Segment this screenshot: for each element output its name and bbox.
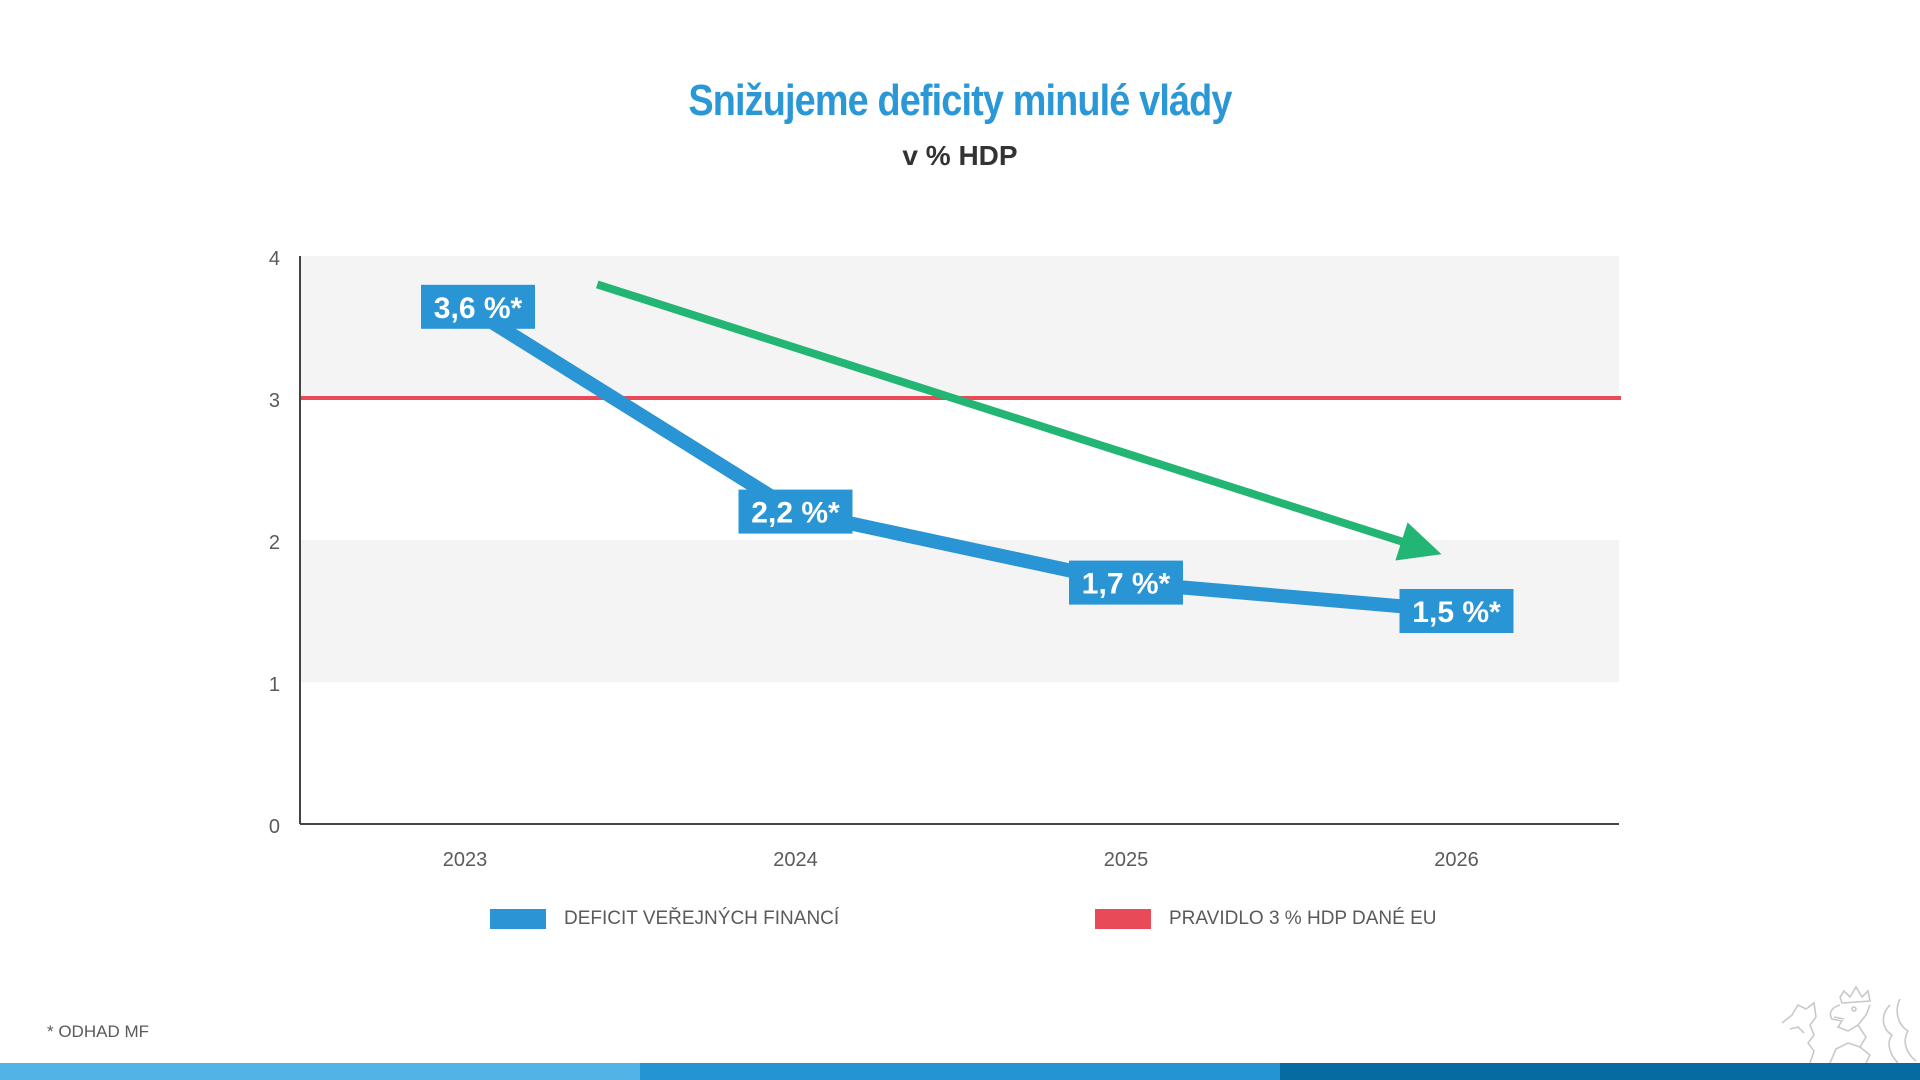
legend-label-eu-rule: PRAVIDLO 3 % HDP DANÉ EU — [1169, 908, 1437, 929]
trend-arrow-shaft — [595, 280, 1405, 546]
czech-lion-emblem-icon — [1781, 985, 1917, 1064]
x-tick-label: 2026 — [1434, 849, 1479, 871]
bottom-bar-mid — [640, 1063, 1280, 1080]
bottom-bar-dark — [1280, 1063, 1920, 1080]
y-tick-label: 3 — [269, 390, 280, 412]
deficit-line — [473, 306, 1458, 618]
y-tick-label: 0 — [269, 816, 280, 838]
data-label: 3,6 %* — [421, 284, 535, 329]
data-label-text: 3,6 %* — [434, 292, 523, 325]
data-label-text: 1,5 %* — [1412, 596, 1501, 629]
legend-swatch-deficit — [490, 909, 546, 929]
y-tick-label: 2 — [269, 532, 280, 554]
bottom-color-bar — [0, 1063, 1920, 1080]
legend-label-deficit: DEFICIT VEŘEJNÝCH FINANCÍ — [564, 908, 840, 929]
data-label-text: 1,7 %* — [1082, 568, 1171, 601]
x-tick-label: 2023 — [443, 849, 488, 871]
y-tick-label: 1 — [269, 674, 280, 696]
data-label: 1,7 %* — [1069, 560, 1183, 605]
legend-item-deficit: DEFICIT VEŘEJNÝCH FINANCÍ — [490, 908, 839, 930]
x-tick-label: 2025 — [1104, 849, 1149, 871]
data-label: 2,2 %* — [738, 489, 853, 534]
x-tick-label: 2024 — [773, 849, 818, 871]
data-label: 1,5 %* — [1399, 589, 1514, 633]
data-label-box — [1399, 589, 1514, 633]
data-label-box — [1069, 560, 1183, 605]
chart-subtitle: v % HDP — [902, 140, 1018, 171]
data-label-box — [421, 284, 535, 329]
y-tick-label: 4 — [269, 248, 280, 270]
bottom-bar-light — [0, 1063, 640, 1080]
footnote: * ODHAD MF — [47, 1022, 149, 1041]
legend-item-eu-rule: PRAVIDLO 3 % HDP DANÉ EU — [1095, 908, 1436, 930]
trend-arrow-head — [1395, 522, 1442, 561]
data-label-text: 2,2 %* — [751, 497, 840, 530]
chart-title: Snižujeme deficity minulé vlády — [688, 76, 1232, 125]
legend-swatch-eu-rule — [1095, 909, 1151, 929]
data-label-box — [738, 489, 853, 534]
